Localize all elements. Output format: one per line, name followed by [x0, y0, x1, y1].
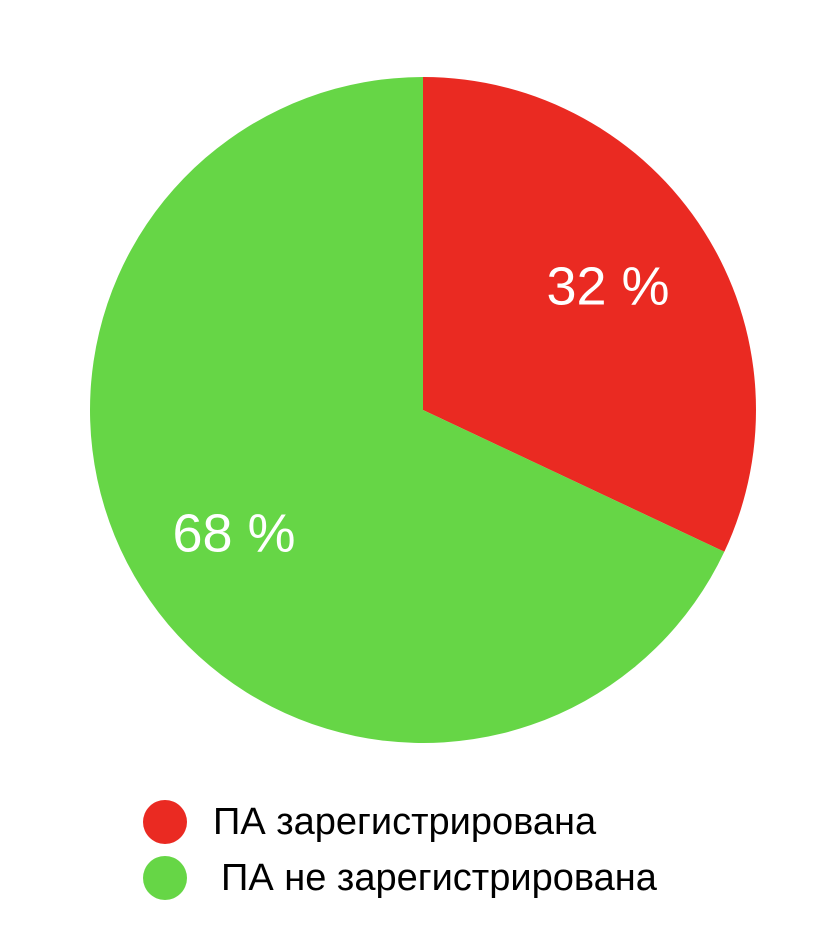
pie-slice-registered — [423, 77, 757, 552]
pie-chart: 32 % 68 % — [90, 77, 757, 743]
legend-label-not-registered: ПА не зарегистрирована — [221, 856, 657, 899]
pie-slice-not-registered — [90, 77, 725, 743]
legend-swatch-not-registered — [143, 856, 187, 900]
legend-item-registered: ПА зарегистрирована — [143, 794, 657, 850]
legend-swatch-registered — [143, 800, 187, 844]
slice-label-registered: 32 % — [546, 256, 669, 316]
legend: ПА зарегистрирована ПА не зарегистрирова… — [143, 794, 657, 906]
legend-label-registered: ПА зарегистрирована — [213, 800, 597, 843]
legend-item-not-registered: ПА не зарегистрирована — [143, 850, 657, 906]
slice-label-not-registered: 68 % — [172, 503, 295, 563]
